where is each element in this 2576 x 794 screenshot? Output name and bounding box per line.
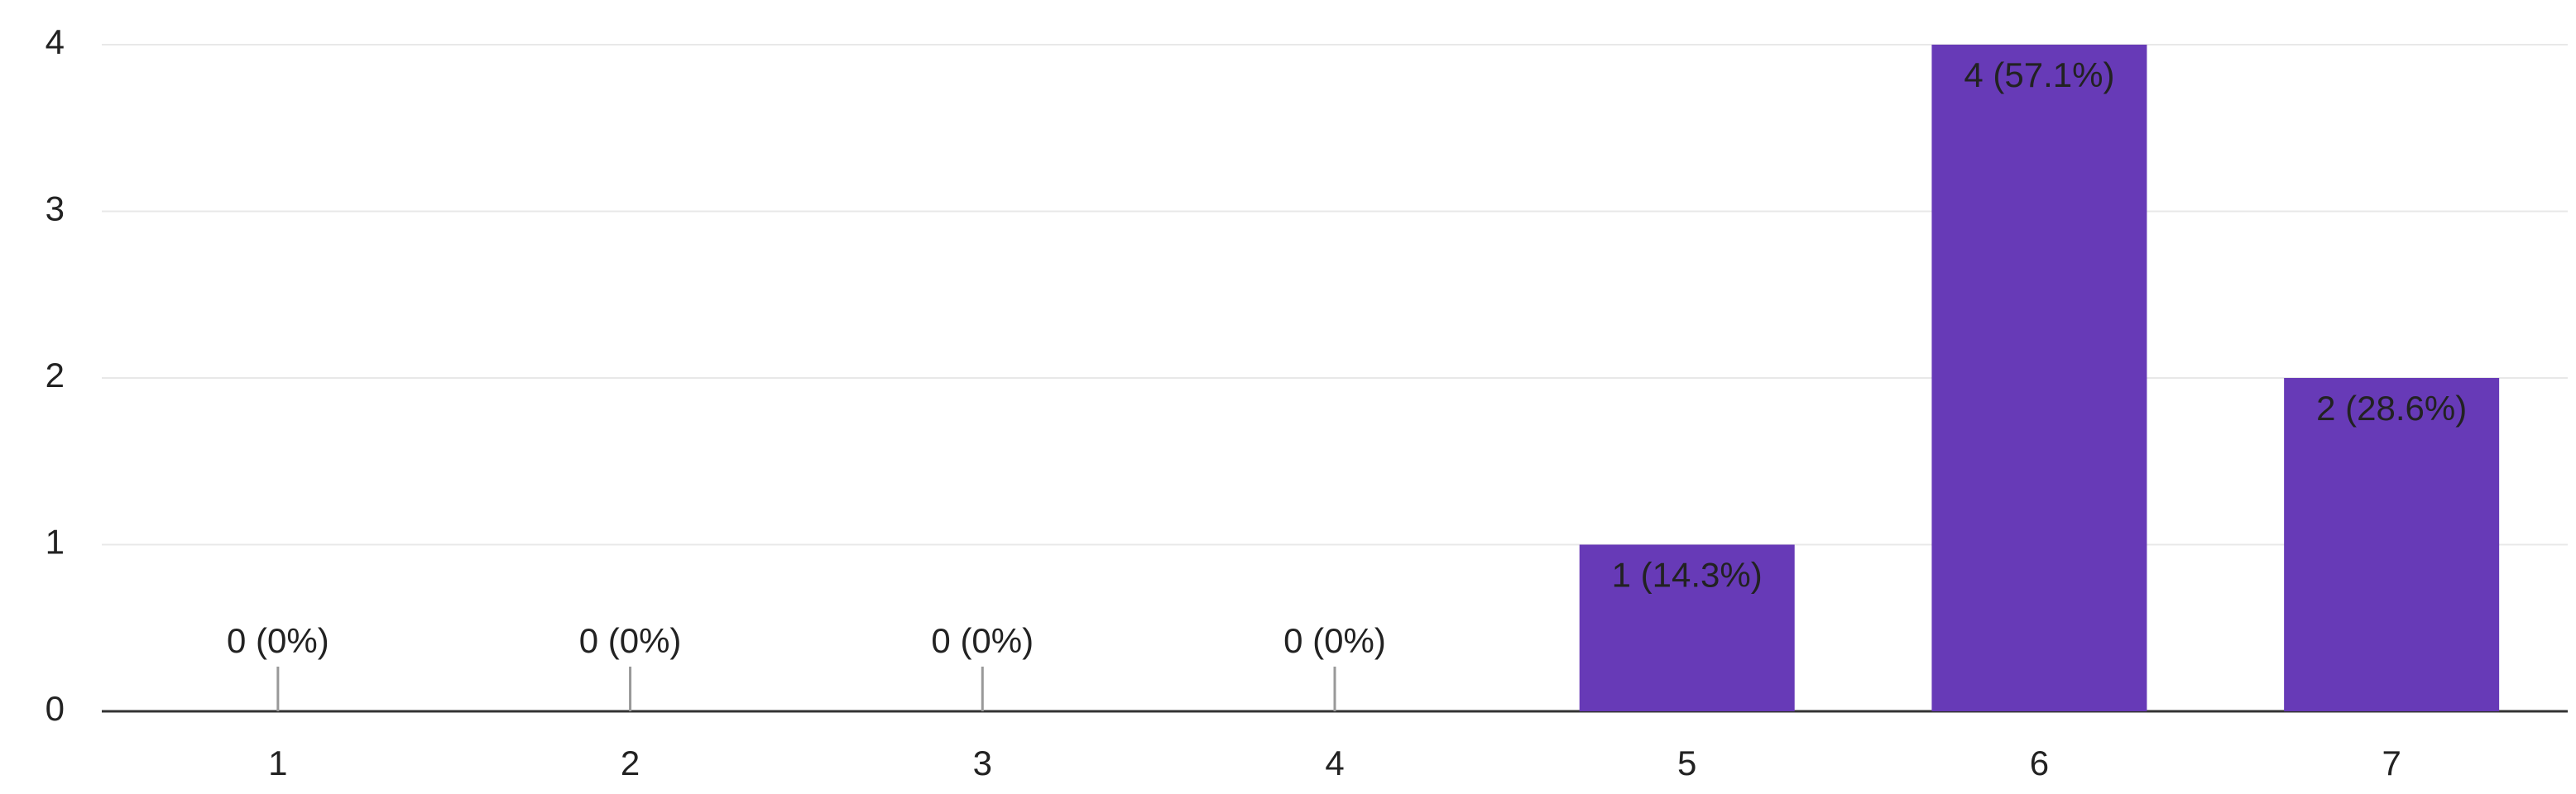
value-label: 0 (0%)	[1283, 621, 1386, 660]
x-tick-label: 6	[2030, 744, 2049, 782]
x-tick-label: 5	[1677, 744, 1696, 782]
x-tick-label: 1	[268, 744, 287, 782]
value-label: 4 (57.1%)	[1964, 55, 2114, 94]
y-tick-label: 2	[46, 356, 65, 395]
x-tick-label: 4	[1325, 744, 1344, 782]
value-label: 1 (14.3%)	[1612, 556, 1763, 595]
x-tick-label: 3	[973, 744, 992, 782]
y-tick-label: 4	[46, 22, 65, 61]
y-tick-label: 1	[46, 523, 65, 562]
bar	[1931, 45, 2147, 711]
bar	[1579, 544, 1795, 711]
x-tick-label: 2	[621, 744, 640, 782]
x-tick-label: 7	[2382, 744, 2401, 782]
value-label: 0 (0%)	[227, 621, 329, 660]
y-tick-label: 0	[46, 689, 65, 728]
y-tick-label: 3	[46, 189, 65, 228]
value-label: 0 (0%)	[931, 621, 1034, 660]
value-label: 0 (0%)	[579, 621, 682, 660]
value-label: 2 (28.6%)	[2316, 389, 2467, 428]
bar	[2284, 378, 2500, 711]
